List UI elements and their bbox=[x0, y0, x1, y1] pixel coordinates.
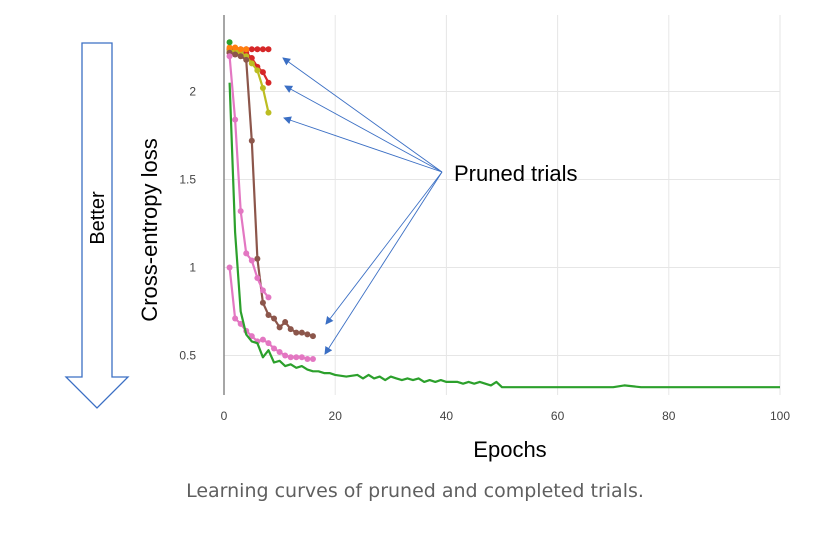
data-point bbox=[237, 46, 244, 53]
data-point bbox=[254, 275, 261, 282]
annotation-arrow bbox=[282, 57, 443, 173]
data-point bbox=[259, 287, 266, 294]
data-point bbox=[232, 51, 239, 58]
data-point bbox=[271, 345, 278, 352]
data-point bbox=[276, 348, 283, 355]
series-line bbox=[229, 51, 314, 338]
data-point bbox=[259, 336, 266, 343]
series-6 bbox=[226, 264, 316, 363]
data-point bbox=[248, 46, 255, 53]
x-tick-label: 100 bbox=[770, 409, 790, 423]
x-tick-label: 60 bbox=[551, 409, 565, 423]
x-tick-label: 0 bbox=[221, 409, 228, 423]
y-axis-title: Cross-entropy loss bbox=[137, 138, 162, 321]
down-arrow-icon bbox=[64, 42, 130, 409]
data-point bbox=[309, 333, 316, 340]
data-point bbox=[293, 354, 300, 361]
data-point bbox=[232, 116, 239, 123]
x-tick-label: 20 bbox=[329, 409, 343, 423]
data-point bbox=[248, 60, 255, 67]
data-point bbox=[254, 46, 261, 53]
better-arrow: Better bbox=[64, 42, 130, 409]
series-8 bbox=[228, 82, 780, 389]
data-point bbox=[232, 315, 239, 322]
data-point bbox=[232, 44, 239, 51]
data-point bbox=[293, 329, 300, 336]
data-point bbox=[254, 67, 261, 74]
data-point bbox=[287, 326, 294, 333]
annotation-arrows bbox=[282, 57, 443, 355]
y-tick-label: 2 bbox=[189, 85, 196, 99]
annotation-arrow bbox=[325, 171, 443, 325]
data-point bbox=[309, 356, 316, 363]
data-point bbox=[248, 137, 255, 144]
data-point bbox=[276, 324, 283, 331]
series-5 bbox=[226, 49, 316, 340]
data-point bbox=[271, 315, 278, 322]
data-point bbox=[265, 312, 272, 319]
series-7 bbox=[226, 53, 272, 301]
data-point bbox=[298, 329, 305, 336]
better-label: Better bbox=[87, 191, 109, 245]
y-tick-label: 1.5 bbox=[179, 173, 196, 187]
data-point bbox=[282, 352, 289, 359]
x-tick-label: 80 bbox=[662, 409, 676, 423]
data-point bbox=[226, 39, 233, 46]
data-point bbox=[265, 46, 272, 53]
data-point bbox=[237, 53, 244, 60]
series-line bbox=[228, 82, 780, 389]
data-point bbox=[287, 354, 294, 361]
data-point bbox=[298, 354, 305, 361]
pruned-trials-label: Pruned trials bbox=[454, 161, 578, 186]
grid-lines bbox=[224, 15, 781, 395]
data-point bbox=[254, 255, 261, 262]
data-point bbox=[243, 250, 250, 257]
x-axis-title: Epochs bbox=[473, 437, 546, 462]
series-3 bbox=[226, 44, 250, 53]
data-point bbox=[259, 84, 266, 91]
data-point bbox=[265, 79, 272, 86]
data-point bbox=[226, 44, 233, 51]
data-point bbox=[304, 331, 311, 338]
data-point bbox=[226, 264, 233, 271]
annotation-arrow bbox=[284, 85, 443, 173]
data-point bbox=[259, 69, 266, 76]
series-4 bbox=[226, 39, 233, 46]
figure-caption: Learning curves of pruned and completed … bbox=[186, 480, 644, 502]
pruned-trials-annotation: Pruned trials bbox=[282, 57, 578, 355]
data-point bbox=[259, 299, 266, 306]
data-point bbox=[265, 294, 272, 301]
data-point bbox=[248, 55, 255, 62]
data-point bbox=[282, 319, 289, 326]
data-point bbox=[243, 56, 250, 63]
series-layer bbox=[226, 39, 780, 389]
annotation-arrow bbox=[324, 171, 443, 355]
data-point bbox=[237, 208, 244, 215]
data-point bbox=[243, 46, 250, 53]
y-tick-label: 0.5 bbox=[179, 349, 196, 363]
data-point bbox=[304, 356, 311, 363]
data-point bbox=[248, 257, 255, 264]
x-tick-label: 40 bbox=[440, 409, 454, 423]
y-tick-label: 1 bbox=[189, 261, 196, 275]
axes: 0.511.520 20 40 60 80 100 bbox=[179, 15, 790, 423]
data-point bbox=[259, 46, 266, 53]
data-point bbox=[265, 109, 272, 116]
data-point bbox=[248, 333, 255, 340]
data-point bbox=[265, 340, 272, 347]
annotation-arrow bbox=[283, 116, 443, 173]
data-point bbox=[226, 53, 233, 60]
